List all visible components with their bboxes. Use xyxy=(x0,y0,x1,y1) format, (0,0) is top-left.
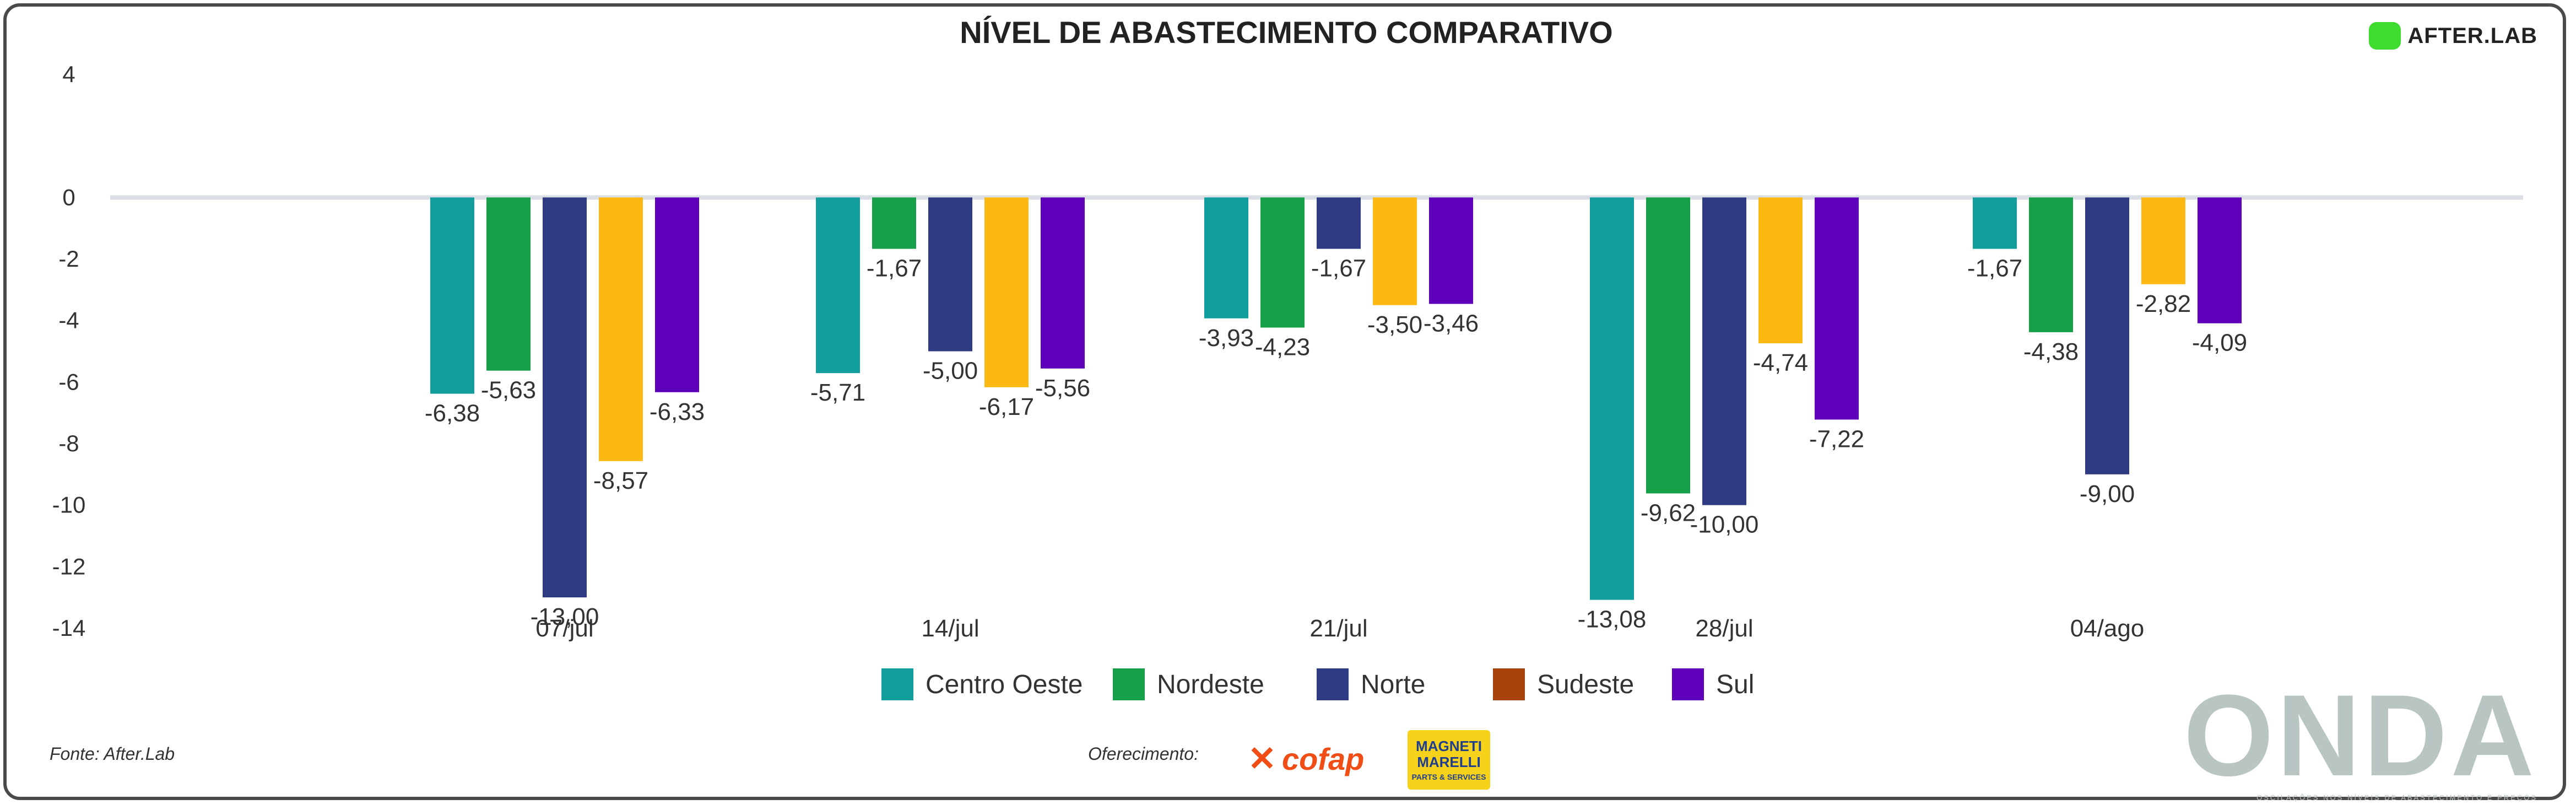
bar-value-label: -10,00 xyxy=(1690,511,1759,538)
legend-label: Norte xyxy=(1361,670,1425,699)
bar-sul xyxy=(655,197,699,392)
bar-centro-oeste xyxy=(1590,197,1634,600)
bar-value-label: -13,08 xyxy=(1578,606,1647,633)
bar-norte xyxy=(1317,197,1361,249)
bar-value-label: -3,46 xyxy=(1424,310,1479,337)
x-tick-label: 28/jul xyxy=(1695,615,1753,642)
y-tick-label: -8 xyxy=(58,430,79,456)
bar-sul xyxy=(1429,197,1473,304)
bar-nordeste xyxy=(486,197,531,371)
bar-centro-oeste xyxy=(816,197,860,374)
y-tick-label: -14 xyxy=(52,615,86,641)
magneti-marelli-logo: MAGNETI MARELLI PARTS & SERVICES xyxy=(1408,730,1490,790)
bar-centro-oeste xyxy=(430,197,474,394)
bar-value-label: -1,67 xyxy=(867,255,922,282)
bar-nordeste xyxy=(872,197,916,249)
chart-title: NÍVEL DE ABASTECIMENTO COMPARATIVO xyxy=(960,15,1612,50)
bar-value-label: -5,00 xyxy=(923,358,978,385)
bar-value-label: -6,38 xyxy=(425,400,480,427)
legend-swatch-norte xyxy=(1317,668,1349,700)
x-tick-label: 21/jul xyxy=(1309,615,1367,642)
y-tick-label: -4 xyxy=(58,307,79,333)
bar-value-label: -8,57 xyxy=(593,467,648,494)
cofap-x-icon: ✕ xyxy=(1248,739,1276,778)
legend-swatch-sul xyxy=(1672,668,1704,700)
y-tick-label: -10 xyxy=(52,492,86,518)
bar-nordeste xyxy=(1646,197,1690,494)
legend-swatch-centro-oeste xyxy=(881,668,913,700)
after-lab-logo: AFTER.LAB xyxy=(2369,22,2537,50)
legend-label: Centro Oeste xyxy=(926,670,1083,699)
legend-swatch-nordeste xyxy=(1113,668,1145,700)
bar-value-label: -7,22 xyxy=(1809,425,1864,452)
bar-labels-layer: -6,38 -5,71 -3,93 -13,08 -1,67 -5,63 -1,67 -4,2… xyxy=(425,255,2247,633)
y-tick-label: 4 xyxy=(62,61,75,87)
bar-centro-oeste xyxy=(1973,197,2017,249)
bar-norte xyxy=(2085,197,2129,474)
cofap-logo: ✕ cofap xyxy=(1248,741,1364,777)
after-lab-text: AFTER.LAB xyxy=(2407,23,2537,48)
bar-value-label: -6,17 xyxy=(979,393,1034,420)
onda-logo: ONDA OSCILAÇÕES NOS NÍVEIS DE ABASTECIME… xyxy=(2184,678,2537,802)
magneti-marelli-sub: PARTS & SERVICES xyxy=(1411,772,1486,781)
y-tick-label: -2 xyxy=(58,246,79,272)
cofap-text: cofap xyxy=(1281,742,1365,776)
bar-value-label: -9,62 xyxy=(1641,499,1696,526)
bar-nordeste xyxy=(2029,197,2073,332)
onda-text: ONDA xyxy=(2183,671,2537,800)
bar-value-label: -1,67 xyxy=(1967,255,2022,282)
bar-value-label: -4,74 xyxy=(1753,349,1808,376)
x-tick-label: 14/jul xyxy=(921,615,979,642)
bar-sudeste xyxy=(1758,197,1803,343)
magneti-marelli-text: MAGNETI MARELLI xyxy=(1416,738,1482,770)
bar-value-label: -5,63 xyxy=(481,377,536,404)
legend-label: Nordeste xyxy=(1157,670,1264,699)
bars-layer xyxy=(430,197,2242,600)
y-tick-label: -12 xyxy=(52,553,86,579)
bar-value-label: -9,00 xyxy=(2080,480,2135,507)
bar-value-label: -5,71 xyxy=(810,379,865,406)
bar-value-label: -2,82 xyxy=(2136,290,2191,317)
bar-value-label: -6,33 xyxy=(650,398,705,425)
y-tick-label: -6 xyxy=(58,369,79,395)
bar-value-label: -4,09 xyxy=(2192,330,2247,357)
bar-sudeste xyxy=(2141,197,2185,284)
y-axis: 4 0 -2 -4 -6 -8 -10 -12 -14 xyxy=(52,61,86,641)
legend-label: Sudeste xyxy=(1537,670,1634,699)
bar-value-label: -3,93 xyxy=(1199,325,1254,352)
bar-norte xyxy=(928,197,972,352)
x-tick-label: 04/ago xyxy=(2070,615,2145,642)
bar-norte xyxy=(1702,197,1746,505)
legend-label: Sul xyxy=(1716,670,1754,699)
bar-value-label: -4,23 xyxy=(1255,334,1310,361)
source-note: Fonte: After.Lab xyxy=(50,744,175,764)
bar-centro-oeste xyxy=(1204,197,1248,318)
bar-sul xyxy=(1815,197,1859,420)
bar-sul xyxy=(1041,197,1085,369)
bar-value-label: -1,67 xyxy=(1311,255,1366,282)
y-tick-label: 0 xyxy=(62,184,75,210)
bar-value-label: -3,50 xyxy=(1367,311,1422,338)
bar-sul xyxy=(2198,197,2242,323)
bar-value-label: -13,00 xyxy=(531,603,599,630)
bar-sudeste xyxy=(1373,197,1417,305)
x-tick-label: 07/jul xyxy=(535,615,593,642)
bar-nordeste xyxy=(1260,197,1305,328)
bar-norte xyxy=(543,197,587,598)
legend-swatch-sudeste xyxy=(1493,668,1525,700)
x-axis: 07/jul 14/jul 21/jul 28/jul 04/ago xyxy=(535,615,2144,642)
chart-frame xyxy=(3,3,2566,800)
legend: Centro Oeste Nordeste Norte Sudeste Sul xyxy=(881,668,1754,700)
bar-sudeste xyxy=(984,197,1029,387)
after-lab-icon xyxy=(2369,22,2401,50)
bar-value-label: -4,38 xyxy=(2023,338,2079,365)
sponsor-label: Oferecimento: xyxy=(1088,744,1199,764)
onda-tagline: OSCILAÇÕES NOS NÍVEIS DE ABASTECIMENTO E… xyxy=(2256,793,2537,802)
bar-value-label: -5,56 xyxy=(1035,375,1090,402)
bar-sudeste xyxy=(599,197,643,461)
